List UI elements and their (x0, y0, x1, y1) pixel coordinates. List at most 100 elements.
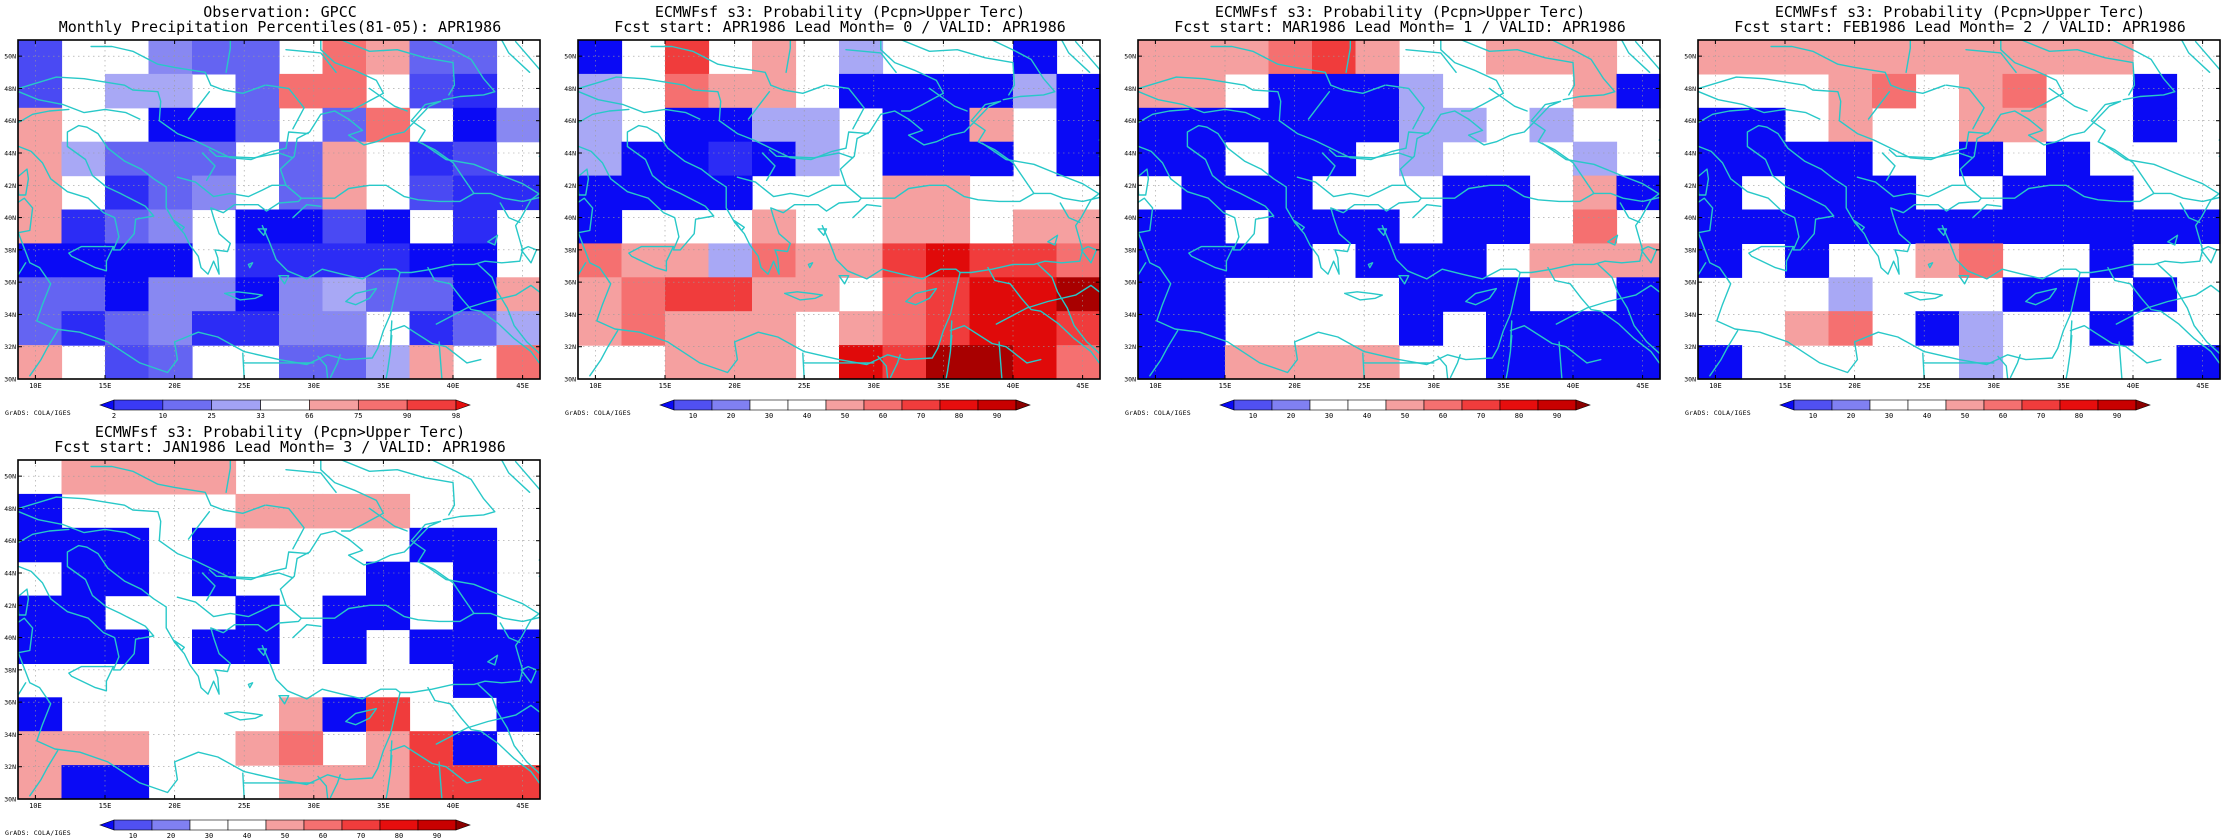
grid-cell (235, 629, 280, 664)
grid-cell (1056, 345, 1101, 380)
grid-cell (148, 141, 193, 177)
lon-tick-label: 45E (2196, 382, 2209, 390)
colorbar-swatch (309, 399, 359, 411)
lat-tick-label: 50N (564, 53, 576, 61)
grid-cell (1056, 141, 1101, 177)
grid-cell (882, 243, 927, 278)
lat-tick-label: 34N (4, 311, 16, 319)
colorbar-swatch (211, 399, 261, 411)
grid-cell (2089, 209, 2134, 244)
grid-cell (105, 460, 150, 495)
grid-cell (2002, 107, 2047, 143)
lat-tick-label: 48N (1124, 85, 1136, 93)
colorbar: 10 20 30 40 50 60 70 80 90 (1219, 399, 1591, 420)
grid-cell (926, 209, 971, 244)
grads-credit: GrADS: COLA/IGES (5, 829, 71, 837)
lon-tick-label: 10E (29, 802, 42, 810)
lat-tick-label: 50N (1124, 53, 1136, 61)
axes: 10E 15E 20E 25E 30E 35E 40E 45E 30N 32N 34N 36N 38N 4… (4, 40, 540, 390)
panel-observation-gpcc: Observation: GPCC Monthly Precipitation … (0, 0, 560, 420)
grid-cell (1529, 345, 1574, 380)
lat-tick-label: 34N (4, 731, 16, 739)
colorbar-swatch (977, 399, 1017, 411)
lat-tick-label: 42N (1684, 182, 1696, 190)
lon-tick-label: 40E (1007, 382, 1020, 390)
grid-cell (1013, 345, 1058, 380)
grid-cell (1013, 40, 1058, 75)
grid-cell (1225, 345, 1270, 380)
grid-cell (708, 345, 753, 380)
panel-title-line2: Monthly Precipitation Percentiles(81-05)… (58, 18, 502, 36)
grid-cell (1138, 107, 1183, 143)
grid-cell (496, 345, 541, 380)
panel-title-line1: Observation: GPCC (203, 3, 357, 21)
grid-cell (322, 595, 367, 631)
grid-cell (366, 697, 411, 732)
grid-cell (105, 629, 150, 664)
lon-tick-label: 35E (1497, 382, 1510, 390)
grid-cell (453, 277, 498, 312)
colorbar-swatch (406, 399, 457, 411)
grid-cell (1616, 277, 1661, 312)
colorbar: 2 10 25 33 66 75 90 98 (99, 399, 471, 420)
lat-tick-label: 46N (1124, 117, 1136, 125)
value-cells (18, 40, 541, 380)
lat-tick-label: 36N (4, 279, 16, 287)
colorbar-label: 50 (1401, 412, 1409, 420)
grid-cell (322, 697, 367, 732)
grid-cell (1573, 209, 1618, 244)
lat-tick-label: 36N (4, 699, 16, 707)
colorbar-label: 10 (689, 412, 697, 420)
grid-cell (2176, 209, 2221, 244)
grid-cell (18, 107, 63, 143)
value-cells (1698, 40, 2221, 380)
grid-cell (1013, 243, 1058, 278)
grid-cell (148, 345, 193, 380)
colorbar-swatch (711, 399, 751, 411)
grid-cell (61, 311, 106, 346)
colorbar-swatch (113, 399, 164, 411)
lat-tick-label: 32N (4, 763, 16, 771)
colorbar-swatch (1385, 399, 1425, 411)
grid-cell (578, 107, 623, 143)
grid-cell (61, 731, 106, 766)
grid-cell (192, 311, 237, 346)
grid-cell (2046, 175, 2091, 211)
grid-cell (1399, 73, 1444, 109)
colorbar-swatch (1271, 399, 1311, 411)
panel-title-line1: ECMWFsf s3: Probability (Pcpn>Upper Terc… (94, 423, 466, 441)
colorbar-label: 25 (207, 412, 215, 420)
grid-cell (1138, 40, 1183, 75)
axes: 10E 15E 20E 25E 30E 35E 40E 45E 30N 32N 34N 36N 38N 4… (564, 40, 1100, 390)
colorbar-swatch (357, 399, 408, 411)
lat-tick-label: 42N (564, 182, 576, 190)
grid-cell (665, 40, 710, 75)
colorbar-label: 40 (803, 412, 811, 420)
colorbar-label: 20 (1287, 412, 1295, 420)
grid-cell (1915, 311, 1960, 346)
colorbar-label: 10 (1809, 412, 1817, 420)
grid-cell (752, 107, 797, 143)
grid-cell (148, 243, 193, 278)
grid-cell (1442, 209, 1487, 244)
grid-cell (496, 277, 541, 312)
grid-cell (322, 345, 367, 380)
grid-cell (839, 311, 884, 346)
panel-title-line1: ECMWFsf s3: Probability (Pcpn>Upper Terc… (1214, 3, 1586, 21)
grid-cell (1442, 175, 1487, 211)
grid-cell (752, 277, 797, 312)
grid-cell (1698, 175, 1743, 211)
colorbar-swatch (113, 819, 153, 831)
lon-tick-label: 25E (1358, 382, 1371, 390)
grid-cell (1268, 345, 1313, 380)
lon-tick-label: 10E (29, 382, 42, 390)
grid-cell (795, 243, 840, 278)
lat-tick-label: 40N (4, 214, 16, 222)
grid-cell (18, 345, 63, 380)
grid-cell (2002, 73, 2047, 109)
map-frame (1697, 39, 2221, 380)
panel-title-line2: Fcst start: APR1986 Lead Month= 0 / VALI… (614, 18, 1066, 36)
grid-cell (105, 277, 150, 312)
grid-cell (279, 277, 324, 312)
grid-cell (578, 277, 623, 312)
